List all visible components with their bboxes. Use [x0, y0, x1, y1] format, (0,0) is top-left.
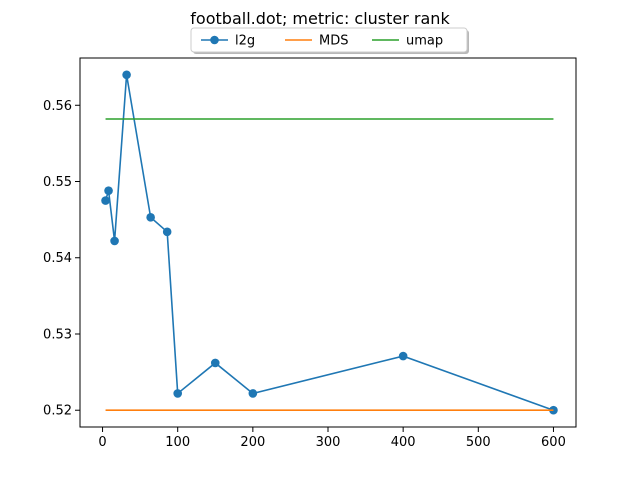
y-tick-label: 0.54 — [43, 251, 72, 266]
legend-marker-l2g — [210, 35, 219, 45]
x-tick-label: 500 — [466, 435, 491, 450]
y-tick-label: 0.52 — [43, 404, 72, 419]
plot-area: 0 100 200 300 400 500 600 0.52 0.53 0.54 0.55 0.56 — [43, 57, 577, 450]
series-layer — [101, 70, 558, 415]
y-tick-label: 0.56 — [43, 99, 72, 114]
x-tick-label: 400 — [391, 435, 416, 450]
x-tick-label: 100 — [165, 435, 190, 450]
y-tick-label: 0.55 — [43, 175, 72, 190]
y-tick-label: 0.53 — [43, 327, 72, 342]
legend: l2g MDS umap — [190, 27, 469, 54]
data-point-l2g — [549, 405, 558, 415]
x-tick-label: 600 — [541, 435, 566, 450]
x-tick-label: 200 — [240, 435, 265, 450]
legend-label-l2g: l2g — [235, 34, 255, 49]
data-point-l2g — [398, 351, 408, 361]
legend-label-umap: umap — [406, 34, 443, 49]
chart-title: football.dot; metric: cluster rank — [190, 9, 450, 28]
data-point-l2g — [122, 70, 131, 80]
data-point-l2g — [248, 389, 258, 398]
data-point-l2g — [101, 196, 110, 205]
legend-label-mds: MDS — [319, 34, 348, 49]
legend-box — [190, 27, 468, 53]
data-point-l2g — [210, 358, 220, 368]
data-point-l2g — [173, 389, 182, 398]
data-point-l2g — [104, 186, 113, 195]
data-point-l2g — [162, 227, 172, 237]
data-point-l2g — [146, 213, 155, 222]
x-tick-label: 300 — [316, 435, 341, 450]
data-point-l2g — [110, 236, 119, 246]
x-tick-label: 0 — [98, 435, 106, 450]
